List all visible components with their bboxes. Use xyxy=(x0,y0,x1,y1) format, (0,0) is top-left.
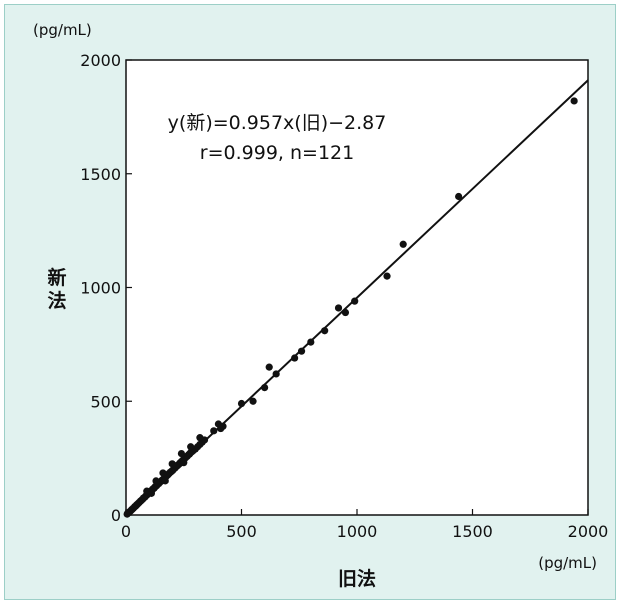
x-tick-label: 1000 xyxy=(337,522,378,541)
y-tick-label: 1500 xyxy=(80,165,121,184)
correlation-text: r=0.999, n=121 xyxy=(200,142,354,164)
y-axis-title-2: 法 xyxy=(47,289,66,312)
x-unit-label: (pg/mL) xyxy=(538,554,597,572)
x-tick-label: 0 xyxy=(121,522,131,541)
data-point xyxy=(249,397,257,405)
data-point xyxy=(351,297,359,305)
data-point xyxy=(237,399,246,408)
data-point xyxy=(152,477,160,485)
x-tick-label: 1500 xyxy=(452,522,493,541)
data-point xyxy=(321,327,329,335)
data-point xyxy=(341,308,350,317)
data-point xyxy=(297,347,306,355)
data-point xyxy=(455,192,463,201)
data-point xyxy=(219,422,227,430)
data-point xyxy=(272,370,280,378)
data-point xyxy=(180,459,188,467)
y-tick-label: 500 xyxy=(90,392,121,411)
y-tick-label: 1000 xyxy=(80,279,121,298)
data-point xyxy=(383,272,391,280)
data-point xyxy=(261,384,269,392)
x-axis-title: 旧法 xyxy=(338,567,376,590)
data-point xyxy=(265,363,273,371)
regression-equation: y(新)=0.957x(旧)−2.87 xyxy=(168,112,387,134)
data-point xyxy=(570,97,578,105)
data-point xyxy=(187,443,195,451)
data-point xyxy=(196,434,204,442)
data-point xyxy=(161,477,169,485)
y-tick-label: 2000 xyxy=(80,51,121,70)
data-point xyxy=(159,469,167,477)
data-point xyxy=(168,460,176,468)
data-points xyxy=(123,97,578,518)
data-point xyxy=(399,240,407,248)
x-tick-label: 2000 xyxy=(568,522,609,541)
data-point xyxy=(177,449,186,458)
data-point xyxy=(307,338,315,346)
data-point xyxy=(334,304,343,312)
y-axis-title-1: 新 xyxy=(47,266,66,289)
data-point xyxy=(210,427,218,435)
data-point xyxy=(291,354,299,362)
scatter-chart: (pg/mL) (pg/mL) 新 法 旧法 y(新)=0.957x(旧)−2.… xyxy=(33,21,608,590)
x-tick-label: 500 xyxy=(226,522,257,541)
y-tick-label: 0 xyxy=(111,506,121,525)
axis-ticks: 0 500 1000 1500 2000 0 500 1000 1500 2000 xyxy=(80,51,608,541)
y-unit-label: (pg/mL) xyxy=(33,21,92,39)
data-point xyxy=(147,489,156,497)
chart-panel: (pg/mL) (pg/mL) 新 法 旧法 y(新)=0.957x(旧)−2.… xyxy=(4,4,616,600)
